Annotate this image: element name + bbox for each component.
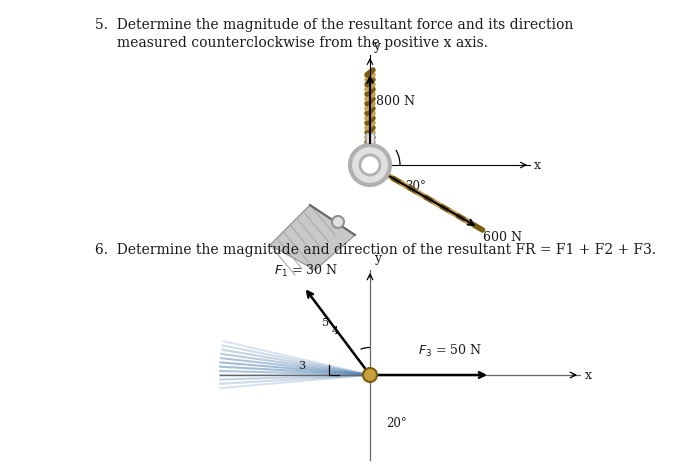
Text: 800 N: 800 N [376,95,415,108]
Text: $F_3$ = 50 N: $F_3$ = 50 N [418,343,482,359]
Circle shape [360,155,380,175]
Text: 600 N: 600 N [483,231,522,244]
Text: measured counterclockwise from the positive x axis.: measured counterclockwise from the posit… [95,36,488,50]
Circle shape [332,216,344,228]
Text: 5.  Determine the magnitude of the resultant force and its direction: 5. Determine the magnitude of the result… [95,18,573,32]
Text: 30°: 30° [405,180,426,193]
Text: y: y [374,252,381,265]
Text: $F_1$ = 30 N: $F_1$ = 30 N [274,263,338,279]
Text: y: y [373,40,380,53]
Text: 4: 4 [332,326,340,336]
Circle shape [363,368,377,382]
Circle shape [350,145,390,185]
Polygon shape [270,205,355,270]
Text: 5: 5 [322,318,329,328]
Text: x: x [534,159,541,172]
Text: x: x [585,368,592,381]
Text: 20°: 20° [386,417,407,430]
Bar [366,133,374,147]
Text: 3: 3 [298,361,305,371]
Text: 6.  Determine the magnitude and direction of the resultant FR = F1 + F2 + F3.: 6. Determine the magnitude and direction… [95,243,656,257]
